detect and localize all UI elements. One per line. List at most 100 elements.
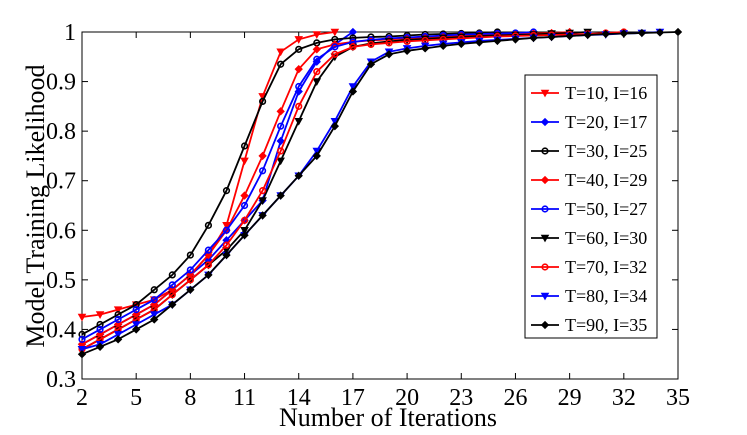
x-tick-label: 5: [130, 385, 142, 411]
series-9: [77, 27, 683, 359]
x-tick-label: 11: [233, 385, 256, 411]
data-point: [511, 35, 520, 44]
x-tick-label: 20: [395, 385, 419, 411]
x-tick-label: 8: [184, 385, 196, 411]
data-point: [583, 30, 592, 40]
data-point: [295, 82, 303, 91]
data-point: [601, 29, 610, 39]
data-point: [186, 285, 195, 294]
data-point: [168, 300, 177, 309]
data-point: [168, 271, 176, 279]
data-point: [276, 107, 285, 116]
y-tick-label: 0.8: [46, 119, 76, 145]
data-point: [95, 342, 105, 351]
data-point: [295, 45, 303, 53]
data-point: [186, 276, 194, 284]
data-point: [655, 28, 665, 37]
data-point: [312, 151, 321, 161]
data-point: [295, 102, 303, 110]
legend-label: T=50, I=27: [565, 199, 647, 219]
data-point: [330, 28, 340, 37]
data-point: [222, 226, 231, 234]
data-point: [475, 38, 484, 47]
data-point: [150, 315, 159, 324]
data-point: [348, 87, 358, 96]
data-point: [240, 142, 249, 150]
legend-marker: [540, 292, 550, 301]
data-point: [204, 246, 213, 254]
data-point: [294, 117, 304, 126]
y-tick-label: 0.4: [46, 317, 76, 343]
data-point: [259, 167, 267, 175]
data-point: [150, 296, 158, 304]
data-point: [529, 33, 538, 43]
data-point: [204, 270, 213, 280]
legend-item: T=10, I=16: [531, 83, 647, 103]
data-point: [114, 315, 122, 324]
legend: T=10, I=16 T=20, I=17 T=30, I=25 T=40, I=29…: [524, 74, 658, 339]
legend-label: T=20, I=17: [565, 112, 647, 132]
data-point: [132, 306, 140, 314]
legend-item: T=90, I=35: [531, 315, 647, 335]
legend-item: T=80, I=34: [531, 286, 647, 306]
data-point: [113, 335, 123, 344]
data-point: [565, 31, 574, 41]
data-point: [276, 136, 285, 146]
data-point: [294, 36, 304, 44]
legend-item: T=40, I=29: [531, 170, 647, 190]
data-point: [348, 83, 358, 91]
x-tick-label: 2: [76, 385, 88, 411]
legend-label: T=90, I=35: [565, 315, 647, 335]
x-tick-label: 32: [612, 385, 636, 411]
data-point: [312, 45, 321, 54]
y-tick-label: 0.6: [46, 218, 76, 244]
legend-marker: [540, 234, 550, 243]
data-point: [240, 157, 249, 166]
data-point: [493, 36, 502, 46]
data-point: [204, 261, 213, 269]
legend-item: T=20, I=17: [531, 112, 647, 132]
legend-item: T=60, I=30: [531, 228, 647, 248]
data-point: [402, 46, 412, 56]
data-point: [168, 281, 176, 289]
data-point: [240, 231, 249, 240]
x-tick-label: 23: [449, 385, 473, 411]
data-point: [366, 60, 376, 69]
data-point: [204, 221, 213, 229]
series-line: [81, 31, 679, 356]
x-tick-label: 14: [287, 385, 311, 411]
data-point: [294, 65, 303, 74]
x-axis-label: Number of Iterations: [279, 403, 497, 432]
data-point: [240, 191, 249, 200]
data-point: [619, 29, 628, 38]
data-point: [276, 191, 285, 200]
data-point: [420, 44, 430, 53]
legend-label: T=40, I=29: [565, 170, 647, 190]
data-point: [330, 122, 340, 131]
x-tick-label: 35: [666, 385, 690, 411]
data-point: [331, 43, 339, 51]
data-point: [113, 306, 123, 315]
data-point: [77, 345, 87, 354]
y-tick-label: 0.9: [46, 70, 76, 96]
data-point: [312, 78, 322, 86]
data-point: [277, 122, 285, 130]
series-line: [81, 31, 570, 346]
data-point: [673, 27, 683, 37]
data-point: [258, 197, 267, 205]
legend-marker: [540, 175, 550, 185]
data-point: [439, 41, 448, 51]
legend-label: T=60, I=30: [565, 228, 647, 248]
data-point: [331, 50, 339, 58]
y-axis: 0.3 0.4 0.5 0.6 0.7 0.8 0.9 1: [46, 20, 678, 393]
data-point: [150, 286, 158, 294]
data-point: [276, 48, 285, 57]
data-point: [259, 187, 267, 195]
x-tick-label: 29: [558, 385, 582, 411]
data-point: [131, 321, 141, 329]
data-point: [168, 291, 176, 299]
legend-label: T=30, I=25: [565, 141, 647, 161]
legend-item: T=50, I=27: [531, 199, 647, 219]
legend-marker: [540, 89, 550, 98]
